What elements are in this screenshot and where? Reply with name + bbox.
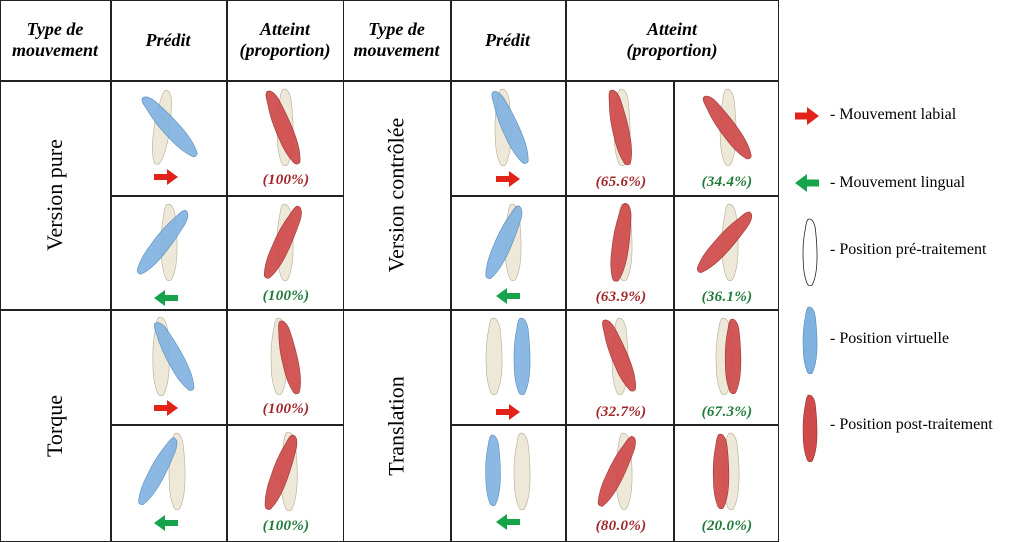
group-label-version-pure: Version pure xyxy=(42,138,67,251)
attained-teeth xyxy=(592,432,642,510)
divider xyxy=(110,195,344,197)
predicted-teeth xyxy=(131,203,194,281)
header-type-movement: Type de mouvement xyxy=(353,19,440,60)
divider xyxy=(565,0,567,542)
predicted-teeth xyxy=(148,316,200,396)
legend-label-labial: - Mouvement labial xyxy=(830,106,957,123)
red-tooth-icon xyxy=(802,394,818,462)
attained-percentage-lingual: (36.1%) xyxy=(701,289,753,305)
attained-percentage-labial: (80.0%) xyxy=(595,518,647,534)
attained-teeth xyxy=(270,317,306,396)
header-attained: Atteint (proportion) xyxy=(626,19,718,60)
attained-teeth xyxy=(259,431,303,513)
divider xyxy=(673,80,675,542)
group-label-version-controlee: Version contrôlée xyxy=(383,117,409,272)
divider xyxy=(343,80,779,82)
divider xyxy=(0,80,344,82)
green-arrow-icon xyxy=(496,514,520,530)
attained-teeth xyxy=(712,432,740,510)
red-arrow-icon xyxy=(795,107,819,125)
divider xyxy=(450,195,779,197)
attained-percentage-lingual: (34.4%) xyxy=(701,174,753,190)
blue-tooth-icon xyxy=(802,306,818,374)
attained-percentage: (100%) xyxy=(262,401,310,417)
divider xyxy=(110,424,344,426)
green-arrow-icon xyxy=(154,290,178,306)
attained-teeth xyxy=(258,202,308,283)
attained-percentage: (100%) xyxy=(262,172,310,188)
header-attained: Atteint (proportion) xyxy=(239,19,331,60)
outline-tooth-icon xyxy=(802,218,818,286)
predicted-teeth xyxy=(479,202,528,283)
attained-teeth xyxy=(606,201,636,284)
attained-percentage: (100%) xyxy=(262,288,310,304)
header-type-movement: Type de mouvement xyxy=(12,19,98,60)
red-arrow-icon xyxy=(496,404,520,420)
divider xyxy=(0,309,344,311)
attained-percentage-labial: (65.6%) xyxy=(595,174,647,190)
legend-label-lingual: - Mouvement lingual xyxy=(830,174,966,191)
green-arrow-icon xyxy=(496,288,520,304)
red-arrow-icon xyxy=(154,400,178,416)
attained-percentage-labial: (63.9%) xyxy=(595,289,647,305)
predicted-teeth xyxy=(132,432,186,510)
attained-teeth xyxy=(603,87,637,168)
predicted-teeth xyxy=(485,432,531,510)
divider xyxy=(343,309,779,311)
group-label-translation: Translation xyxy=(383,375,409,476)
attained-teeth xyxy=(260,87,307,168)
red-arrow-icon xyxy=(496,171,520,187)
divider xyxy=(226,0,228,542)
legend-label-virtual: - Position virtuelle xyxy=(830,330,950,347)
predicted-teeth xyxy=(136,88,203,166)
divider xyxy=(110,0,112,542)
divider xyxy=(450,0,452,542)
attained-percentage-lingual: (67.3%) xyxy=(701,404,753,420)
attained-teeth xyxy=(596,316,642,395)
header-predicted: Prédit xyxy=(145,29,191,50)
predicted-teeth xyxy=(485,317,531,395)
attained-teeth xyxy=(715,317,742,395)
header-predicted: Prédit xyxy=(485,29,530,50)
attained-teeth xyxy=(697,88,757,166)
group-label-torque: Torque xyxy=(42,394,67,457)
legend-label-pre-treatment: - Position pré-traitement xyxy=(830,241,987,258)
legend-label-post-treatment: - Position post-traitement xyxy=(830,416,993,433)
attained-percentage: (100%) xyxy=(262,518,310,534)
green-arrow-icon xyxy=(154,515,178,531)
predicted-teeth xyxy=(486,87,535,168)
divider xyxy=(450,424,779,426)
green-arrow-icon xyxy=(795,174,819,192)
attained-teeth xyxy=(691,203,758,281)
attained-percentage-labial: (32.7%) xyxy=(595,404,647,420)
red-arrow-icon xyxy=(154,169,178,185)
attained-percentage-lingual: (20.0%) xyxy=(701,518,753,534)
